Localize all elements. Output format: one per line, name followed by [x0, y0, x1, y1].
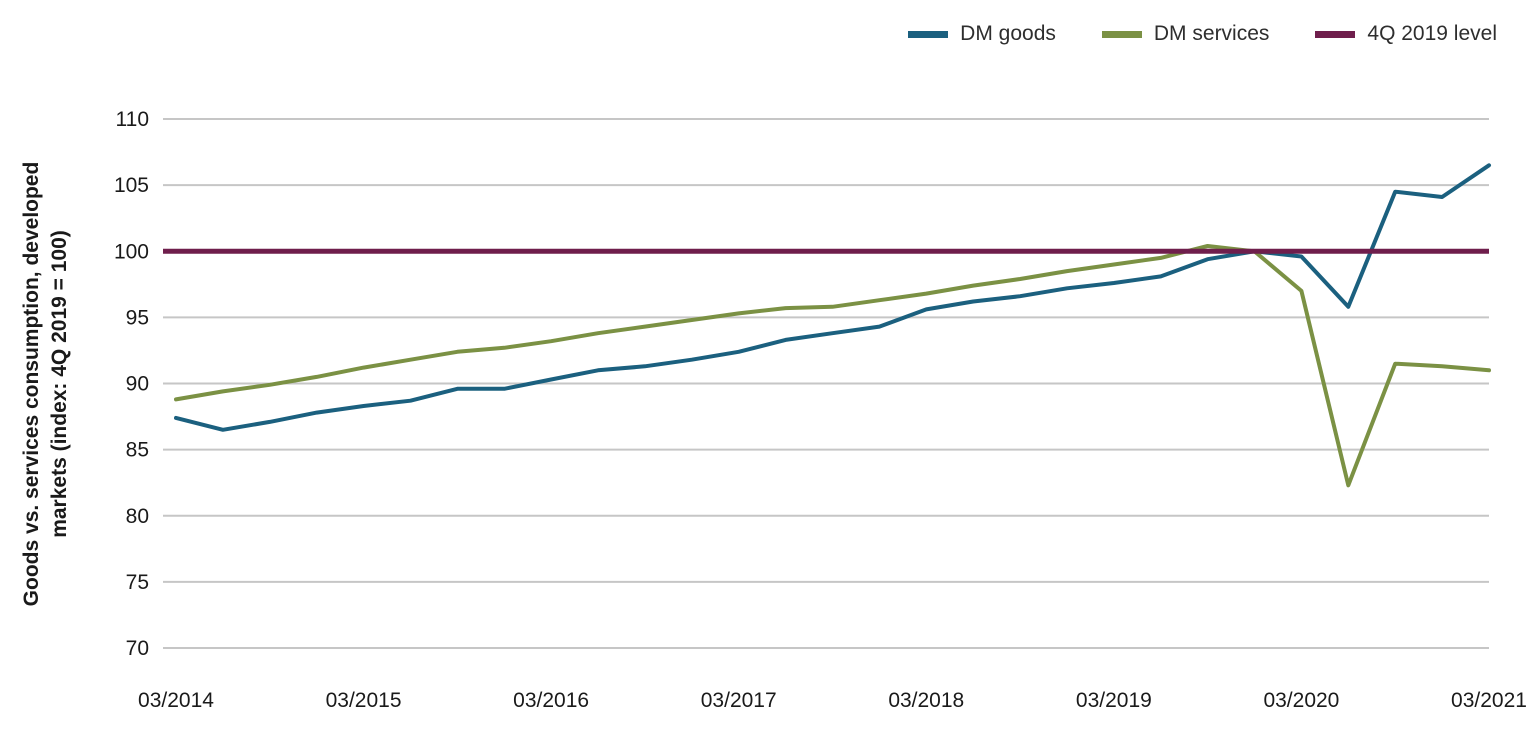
y-tick-label-110: 110 [116, 108, 149, 131]
legend-swatch-dm-goods-icon [908, 30, 949, 38]
legend-swatch-4q-2019-level-icon [1315, 30, 1356, 38]
y-tick-label-100: 100 [114, 240, 149, 263]
y-tick-label-85: 85 [126, 439, 149, 462]
y-tick-label-95: 95 [126, 306, 149, 329]
y-tick-label-70: 70 [126, 637, 149, 660]
legend-item-4q-2019-level: 4Q 2019 level [1315, 22, 1497, 46]
x-tick-label-03-2019: 03/2019 [1076, 689, 1152, 712]
x-tick-label-03-2014: 03/2014 [138, 689, 214, 712]
legend-label-dm-goods: DM goods [960, 22, 1056, 45]
x-tick-label-03-2021: 03/2021 [1451, 689, 1527, 712]
y-tick-label-75: 75 [126, 571, 149, 594]
legend-swatch-dm-services-icon [1101, 30, 1142, 38]
legend-item-dm-services: DM services [1101, 22, 1270, 46]
x-tick-label-03-2017: 03/2017 [701, 689, 777, 712]
x-tick-label-03-2018: 03/2018 [888, 689, 964, 712]
y-tick-label-80: 80 [126, 505, 149, 528]
legend-item-dm-goods: DM goods [908, 22, 1056, 46]
x-tick-label-03-2016: 03/2016 [513, 689, 589, 712]
x-tick-label-03-2020: 03/2020 [1263, 689, 1339, 712]
y-tick-label-105: 105 [114, 174, 149, 197]
legend-label-dm-services: DM services [1153, 22, 1270, 45]
legend: DM goods DM services 4Q 2019 level [908, 22, 1497, 46]
series-line-dm-services [174, 244, 1491, 488]
y-tick-label-90: 90 [126, 373, 149, 396]
x-tick-label-03-2015: 03/2015 [326, 689, 402, 712]
legend-label-4q-2019-level: 4Q 2019 level [1367, 22, 1497, 45]
series-line-dm-goods [174, 163, 1491, 432]
